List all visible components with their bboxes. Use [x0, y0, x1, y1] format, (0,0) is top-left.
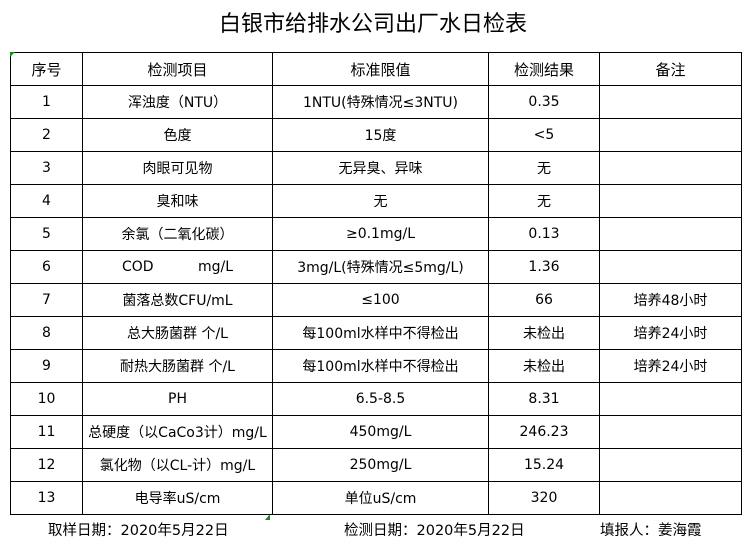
- table-row: 11 总硬度（以CaCo3计）mg/L 450mg/L 246.23: [10, 415, 742, 449]
- cell-result[interactable]: 320: [488, 481, 600, 515]
- table-row: 9 耐热大肠菌群 个/L 每100ml水样中不得检出 未检出 培养24小时: [10, 349, 742, 383]
- cell-item[interactable]: 氯化物（以CL-计）mg/L: [82, 448, 273, 482]
- cell-index[interactable]: 6: [10, 250, 83, 284]
- cell-standard[interactable]: 每100ml水样中不得检出: [272, 349, 489, 383]
- cell-item[interactable]: 色度: [82, 118, 273, 152]
- cell-standard[interactable]: 450mg/L: [272, 415, 489, 449]
- cell-result[interactable]: 未检出: [488, 316, 600, 350]
- cell-index[interactable]: 8: [10, 316, 83, 350]
- cell-result[interactable]: 0.13: [488, 217, 600, 251]
- cell-remark[interactable]: [599, 151, 742, 185]
- table-row: 10 PH 6.5-8.5 8.31: [10, 382, 742, 416]
- cell-standard[interactable]: 250mg/L: [272, 448, 489, 482]
- table-row: 1 浑浊度（NTU） 1NTU(特殊情况≤3NTU) 0.35: [10, 85, 742, 119]
- cell-item[interactable]: PH: [82, 382, 273, 416]
- cell-item[interactable]: 臭和味: [82, 184, 273, 218]
- cell-standard[interactable]: 单位uS/cm: [272, 481, 489, 515]
- column-header: 检测项目: [82, 52, 273, 86]
- sampling-date: 取样日期：2020年5月22日: [48, 523, 229, 539]
- cell-item[interactable]: 肉眼可见物: [82, 151, 273, 185]
- cell-remark[interactable]: [599, 118, 742, 152]
- table-header-row: 序号 检测项目 标准限值 检测结果 备注: [10, 52, 742, 86]
- cell-index[interactable]: 4: [10, 184, 83, 218]
- cell-result[interactable]: 66: [488, 283, 600, 317]
- cell-result[interactable]: <5: [488, 118, 600, 152]
- table-row: 7 菌落总数CFU/mL ≤100 66 培养48小时: [10, 283, 742, 317]
- cell-standard[interactable]: 1NTU(特殊情况≤3NTU): [272, 85, 489, 119]
- cell-standard[interactable]: 3mg/L(特殊情况≤5mg/L): [272, 250, 489, 284]
- table-row: 6 COD mg/L 3mg/L(特殊情况≤5mg/L) 1.36: [10, 250, 742, 284]
- cell-index[interactable]: 9: [10, 349, 83, 383]
- cell-item[interactable]: 总大肠菌群 个/L: [82, 316, 273, 350]
- cell-index[interactable]: 7: [10, 283, 83, 317]
- cell-remark[interactable]: [599, 217, 742, 251]
- cell-result[interactable]: 0.35: [488, 85, 600, 119]
- page-title: 白银市给排水公司出厂水日检表: [218, 12, 527, 37]
- cell-item[interactable]: 总硬度（以CaCo3计）mg/L: [82, 415, 273, 449]
- cell-remark[interactable]: [599, 85, 742, 119]
- cell-result[interactable]: 未检出: [488, 349, 600, 383]
- table-row: 8 总大肠菌群 个/L 每100ml水样中不得检出 未检出 培养24小时: [10, 316, 742, 350]
- column-header: 标准限值: [272, 52, 489, 86]
- cell-remark[interactable]: [599, 448, 742, 482]
- table-row: 2 色度 15度 <5: [10, 118, 742, 152]
- cell-remark[interactable]: [599, 250, 742, 284]
- test-date: 检测日期：2020年5月22日: [344, 523, 525, 539]
- cell-remark[interactable]: 培养48小时: [599, 283, 742, 317]
- cell-index[interactable]: 1: [10, 85, 83, 119]
- cell-index[interactable]: 5: [10, 217, 83, 251]
- cell-index[interactable]: 12: [10, 448, 83, 482]
- cell-result[interactable]: 1.36: [488, 250, 600, 284]
- cell-index[interactable]: 13: [10, 481, 83, 515]
- table-row: 4 臭和味无无: [10, 184, 742, 218]
- cell-index[interactable]: 3: [10, 151, 83, 185]
- reporter: 填报人：姜海霞: [600, 523, 702, 539]
- column-header: 检测结果: [488, 52, 600, 86]
- cell-result[interactable]: 8.31: [488, 382, 600, 416]
- column-header: 备注: [599, 52, 742, 86]
- cell-standard[interactable]: 无: [272, 184, 489, 218]
- cell-item[interactable]: 耐热大肠菌群 个/L: [82, 349, 273, 383]
- cell-remark[interactable]: 培养24小时: [599, 349, 742, 383]
- cell-remark[interactable]: [599, 184, 742, 218]
- table-row: 5 余氯（二氧化碳） ≥0.1mg/L 0.13: [10, 217, 742, 251]
- cell-item[interactable]: 菌落总数CFU/mL: [82, 283, 273, 317]
- cell-item[interactable]: 电导率uS/cm: [82, 481, 273, 515]
- cell-index[interactable]: 11: [10, 415, 83, 449]
- cell-result[interactable]: 无: [488, 151, 600, 185]
- inspection-table: 序号 检测项目 标准限值 检测结果 备注 1 浑浊度（NTU） 1NTU(特殊情况≤…: [10, 52, 742, 515]
- cell-item[interactable]: 余氯（二氧化碳）: [82, 217, 273, 251]
- cell-remark[interactable]: [599, 382, 742, 416]
- cell-remark[interactable]: [599, 415, 742, 449]
- table-row: 12 氯化物（以CL-计）mg/L 250mg/L 15.24: [10, 448, 742, 482]
- cell-standard[interactable]: 每100ml水样中不得检出: [272, 316, 489, 350]
- cell-result[interactable]: 无: [488, 184, 600, 218]
- cell-standard[interactable]: 15度: [272, 118, 489, 152]
- cell-standard[interactable]: ≥0.1mg/L: [272, 217, 489, 251]
- cell-standard[interactable]: ≤100: [272, 283, 489, 317]
- cell-result[interactable]: 246.23: [488, 415, 600, 449]
- cell-item[interactable]: 浑浊度（NTU）: [82, 85, 273, 119]
- cell-result[interactable]: 15.24: [488, 448, 600, 482]
- cell-item[interactable]: COD mg/L: [82, 250, 273, 284]
- cell-index[interactable]: 10: [10, 382, 83, 416]
- cell-index[interactable]: 2: [10, 118, 83, 152]
- column-header: 序号: [10, 52, 83, 86]
- table-row: 13 电导率uS/cm 单位uS/cm 320: [10, 481, 742, 515]
- cell-fill-handle[interactable]: [265, 514, 270, 520]
- cell-standard[interactable]: 6.5-8.5: [272, 382, 489, 416]
- cell-standard[interactable]: 无异臭、异味: [272, 151, 489, 185]
- cell-remark[interactable]: [599, 481, 742, 515]
- cell-selection-marker: [10, 52, 15, 57]
- cell-remark[interactable]: 培养24小时: [599, 316, 742, 350]
- table-row: 3 肉眼可见物 无异臭、异味无: [10, 151, 742, 185]
